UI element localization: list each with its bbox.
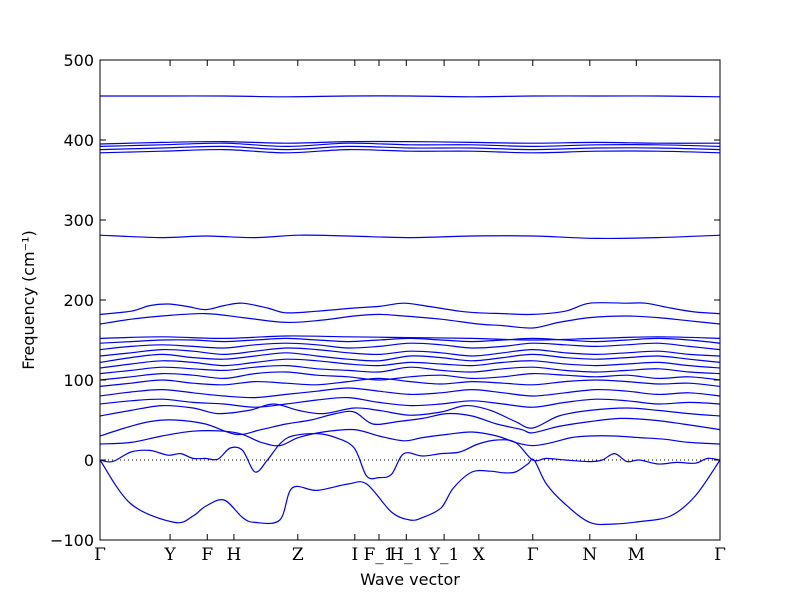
phonon-band-6 bbox=[100, 396, 720, 408]
x-tick-label: F_1 bbox=[363, 545, 394, 565]
x-tick-label: H bbox=[227, 545, 242, 565]
x-tick-label: Γ bbox=[94, 545, 106, 565]
plot-background bbox=[100, 60, 720, 540]
phonon-band-4 bbox=[100, 410, 720, 437]
y-tick-label: 200 bbox=[63, 291, 94, 310]
x-tick-label: N bbox=[582, 545, 597, 565]
y-tick-label: −100 bbox=[50, 531, 94, 550]
phonon-band-13 bbox=[100, 347, 720, 357]
phonon-band-20 bbox=[100, 148, 720, 154]
x-tick-label: Z bbox=[292, 545, 304, 565]
y-axis-title: Frequency (cm⁻¹) bbox=[19, 230, 38, 369]
phonon-band-18 bbox=[100, 302, 720, 316]
phonon-band-8 bbox=[100, 377, 720, 387]
x-tick-label: Γ bbox=[714, 545, 726, 565]
x-tick-label: H_1 bbox=[389, 545, 423, 565]
phonon-band-12 bbox=[100, 352, 720, 363]
phonon-band-19 bbox=[100, 234, 720, 240]
x-tick-label: Γ bbox=[527, 545, 539, 565]
y-axis-ticks: −100 0 100 200 300 400 500 bbox=[50, 51, 720, 550]
phonon-band-15 bbox=[100, 337, 720, 344]
x-tick-label: I bbox=[351, 545, 358, 565]
y-tick-label: 0 bbox=[84, 451, 94, 470]
y-tick-label: 300 bbox=[63, 211, 94, 230]
x-tick-label: Y bbox=[163, 545, 176, 565]
phonon-band-14 bbox=[100, 342, 720, 351]
x-tick-label: M bbox=[628, 545, 645, 565]
phonon-band-1 bbox=[100, 458, 720, 526]
phonon-band-17 bbox=[100, 312, 720, 329]
x-axis-ticks: Γ Y F H Z I F_1H_1 Y_1 X Γ N M Γ bbox=[94, 60, 726, 565]
phonon-band-16 bbox=[100, 335, 720, 341]
x-tick-label: F bbox=[201, 545, 213, 565]
phonon-band-2 bbox=[100, 432, 720, 480]
phonon-band-11 bbox=[100, 358, 720, 369]
phonon-band-22 bbox=[100, 142, 720, 147]
phonon-band-10 bbox=[100, 364, 720, 375]
phonon-band-21 bbox=[100, 145, 720, 151]
series-group bbox=[100, 95, 720, 526]
phonon-band-23 bbox=[100, 140, 720, 145]
phonon-band-3 bbox=[100, 428, 720, 447]
x-axis-title: Wave vector bbox=[360, 570, 460, 589]
phonon-band-24 bbox=[100, 95, 720, 98]
y-tick-label: 400 bbox=[63, 131, 94, 150]
y-tick-label: 100 bbox=[63, 371, 94, 390]
x-tick-label: X bbox=[473, 545, 486, 565]
phonon-band-7 bbox=[100, 387, 720, 399]
phonon-band-5 bbox=[100, 403, 720, 429]
y-tick-label: 500 bbox=[63, 51, 94, 70]
phonon-band-9 bbox=[100, 371, 720, 381]
x-tick-label: Y_1 bbox=[428, 545, 460, 565]
